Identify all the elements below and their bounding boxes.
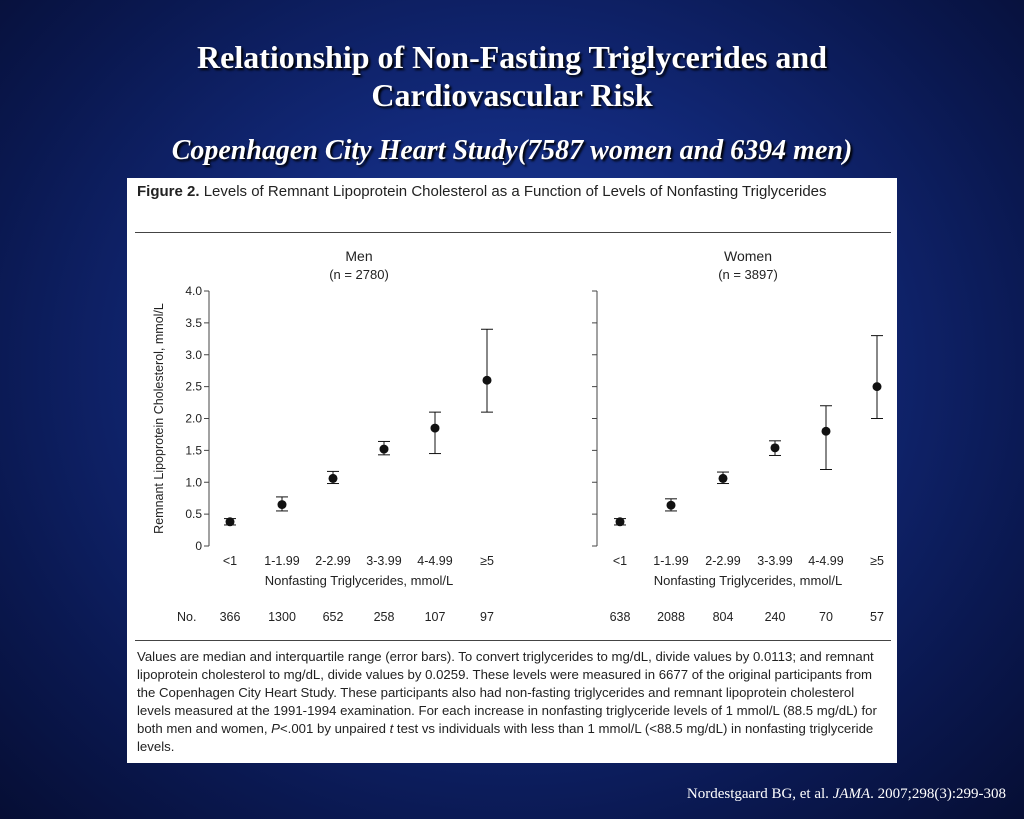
slide-title-line-1: Relationship of Non-Fasting Triglyceride…	[197, 39, 827, 75]
women-n-count: 70	[819, 610, 833, 624]
men-x-tick-label: ≥5	[480, 554, 494, 568]
figure-label: Figure 2.	[137, 183, 200, 200]
women-x-tick-label: 2-2.99	[705, 554, 740, 568]
women-median-point	[718, 473, 728, 483]
slide-title-line-2: Cardiovascular Risk	[371, 77, 653, 113]
women-n-count: 638	[610, 610, 631, 624]
men-median-point	[225, 517, 235, 527]
notes-p-symbol: P	[271, 721, 280, 736]
men-n-count: 366	[220, 610, 241, 624]
women-n-count: 804	[713, 610, 734, 624]
slide-subtitle: Copenhagen City Heart Study(7587 women a…	[171, 135, 853, 166]
notes-divider	[135, 640, 891, 641]
men-y-axis-label: Remnant Lipoprotein Cholesterol, mmol/L	[152, 303, 166, 534]
men-y-tick-label: 0	[195, 539, 202, 553]
women-median-point	[666, 500, 676, 510]
men-y-tick-label: 0.5	[185, 507, 202, 521]
women-x-tick-label: 4-4.99	[808, 554, 843, 568]
men-y-tick-label: 3.0	[185, 348, 202, 362]
men-n-count: 97	[480, 610, 494, 624]
slide-title: Relationship of Non-Fasting Triglyceride…	[0, 38, 1024, 114]
women-x-tick-label: 1-1.99	[653, 554, 688, 568]
women-x-tick-label: ≥5	[870, 554, 884, 568]
men-y-tick-label: 1.5	[185, 443, 202, 457]
men-x-tick-label: 2-2.99	[315, 554, 350, 568]
men-n-count: 652	[323, 610, 344, 624]
citation-details: . 2007;298(3):299-308	[870, 786, 1006, 802]
citation-authors: Nordestgaard BG, et al.	[686, 786, 833, 802]
men-median-point	[379, 444, 389, 454]
men-y-tick-label: 2.0	[185, 412, 202, 426]
figure-panel: Figure 2. Levels of Remnant Lipoprotein …	[127, 178, 897, 763]
women-panel-title: Women	[724, 248, 772, 264]
men-x-axis-label: Nonfasting Triglycerides, mmol/L	[265, 573, 454, 588]
women-x-axis-label: Nonfasting Triglycerides, mmol/L	[654, 573, 843, 588]
women-x-tick-label: <1	[613, 554, 627, 568]
notes-text-3: test vs individuals with less than 1 mmo…	[137, 721, 874, 754]
men-y-tick-label: 3.5	[185, 316, 202, 330]
men-n-count: 107	[425, 610, 446, 624]
men-x-tick-label: 4-4.99	[417, 554, 452, 568]
men-x-tick-label: 1-1.99	[264, 554, 299, 568]
n-row-label: No.	[177, 610, 196, 624]
men-x-tick-label: <1	[223, 554, 237, 568]
women-median-point	[821, 426, 831, 436]
figure-chart: Men (n = 2780) 0 0.5 1.0 1.5 2.0 2.5 3.0 3.5 4.0 Re…	[152, 248, 884, 624]
men-y-tick-label: 4.0	[185, 284, 202, 298]
women-n-count: 240	[765, 610, 786, 624]
men-y-tick-label: 1.0	[185, 475, 202, 489]
women-n-count: 2088	[657, 610, 685, 624]
caption-divider	[135, 232, 891, 233]
men-n-count: 258	[374, 610, 395, 624]
citation: Nordestgaard BG, et al. JAMA. 2007;298(3…	[687, 786, 1006, 803]
citation-journal: JAMA	[832, 786, 871, 802]
women-median-point	[615, 517, 625, 527]
men-median-point	[277, 500, 287, 510]
men-median-point	[430, 423, 440, 433]
women-x-tick-label: 3-3.99	[757, 554, 792, 568]
figure-caption-text: Levels of Remnant Lipoprotein Cholestero…	[203, 183, 827, 200]
women-n-count: 57	[870, 610, 884, 624]
figure-notes: Values are median and interquartile rang…	[137, 648, 889, 756]
men-y-tick-label: 2.5	[185, 380, 202, 394]
women-median-point	[770, 443, 780, 453]
men-median-point	[328, 473, 338, 483]
men-median-point	[482, 375, 492, 385]
notes-text-1: Values are median and interquartile rang…	[137, 649, 877, 736]
notes-t-symbol: t	[389, 721, 394, 736]
notes-text-2: <.001 by unpaired	[279, 721, 390, 736]
figure-caption: Figure 2. Levels of Remnant Lipoprotein …	[137, 182, 877, 202]
men-panel-title: Men	[345, 248, 372, 264]
men-n-count: 1300	[268, 610, 296, 624]
women-panel-n: (n = 3897)	[718, 267, 778, 282]
women-median-point	[872, 382, 882, 392]
men-panel-n: (n = 2780)	[329, 267, 389, 282]
men-x-tick-label: 3-3.99	[366, 554, 401, 568]
